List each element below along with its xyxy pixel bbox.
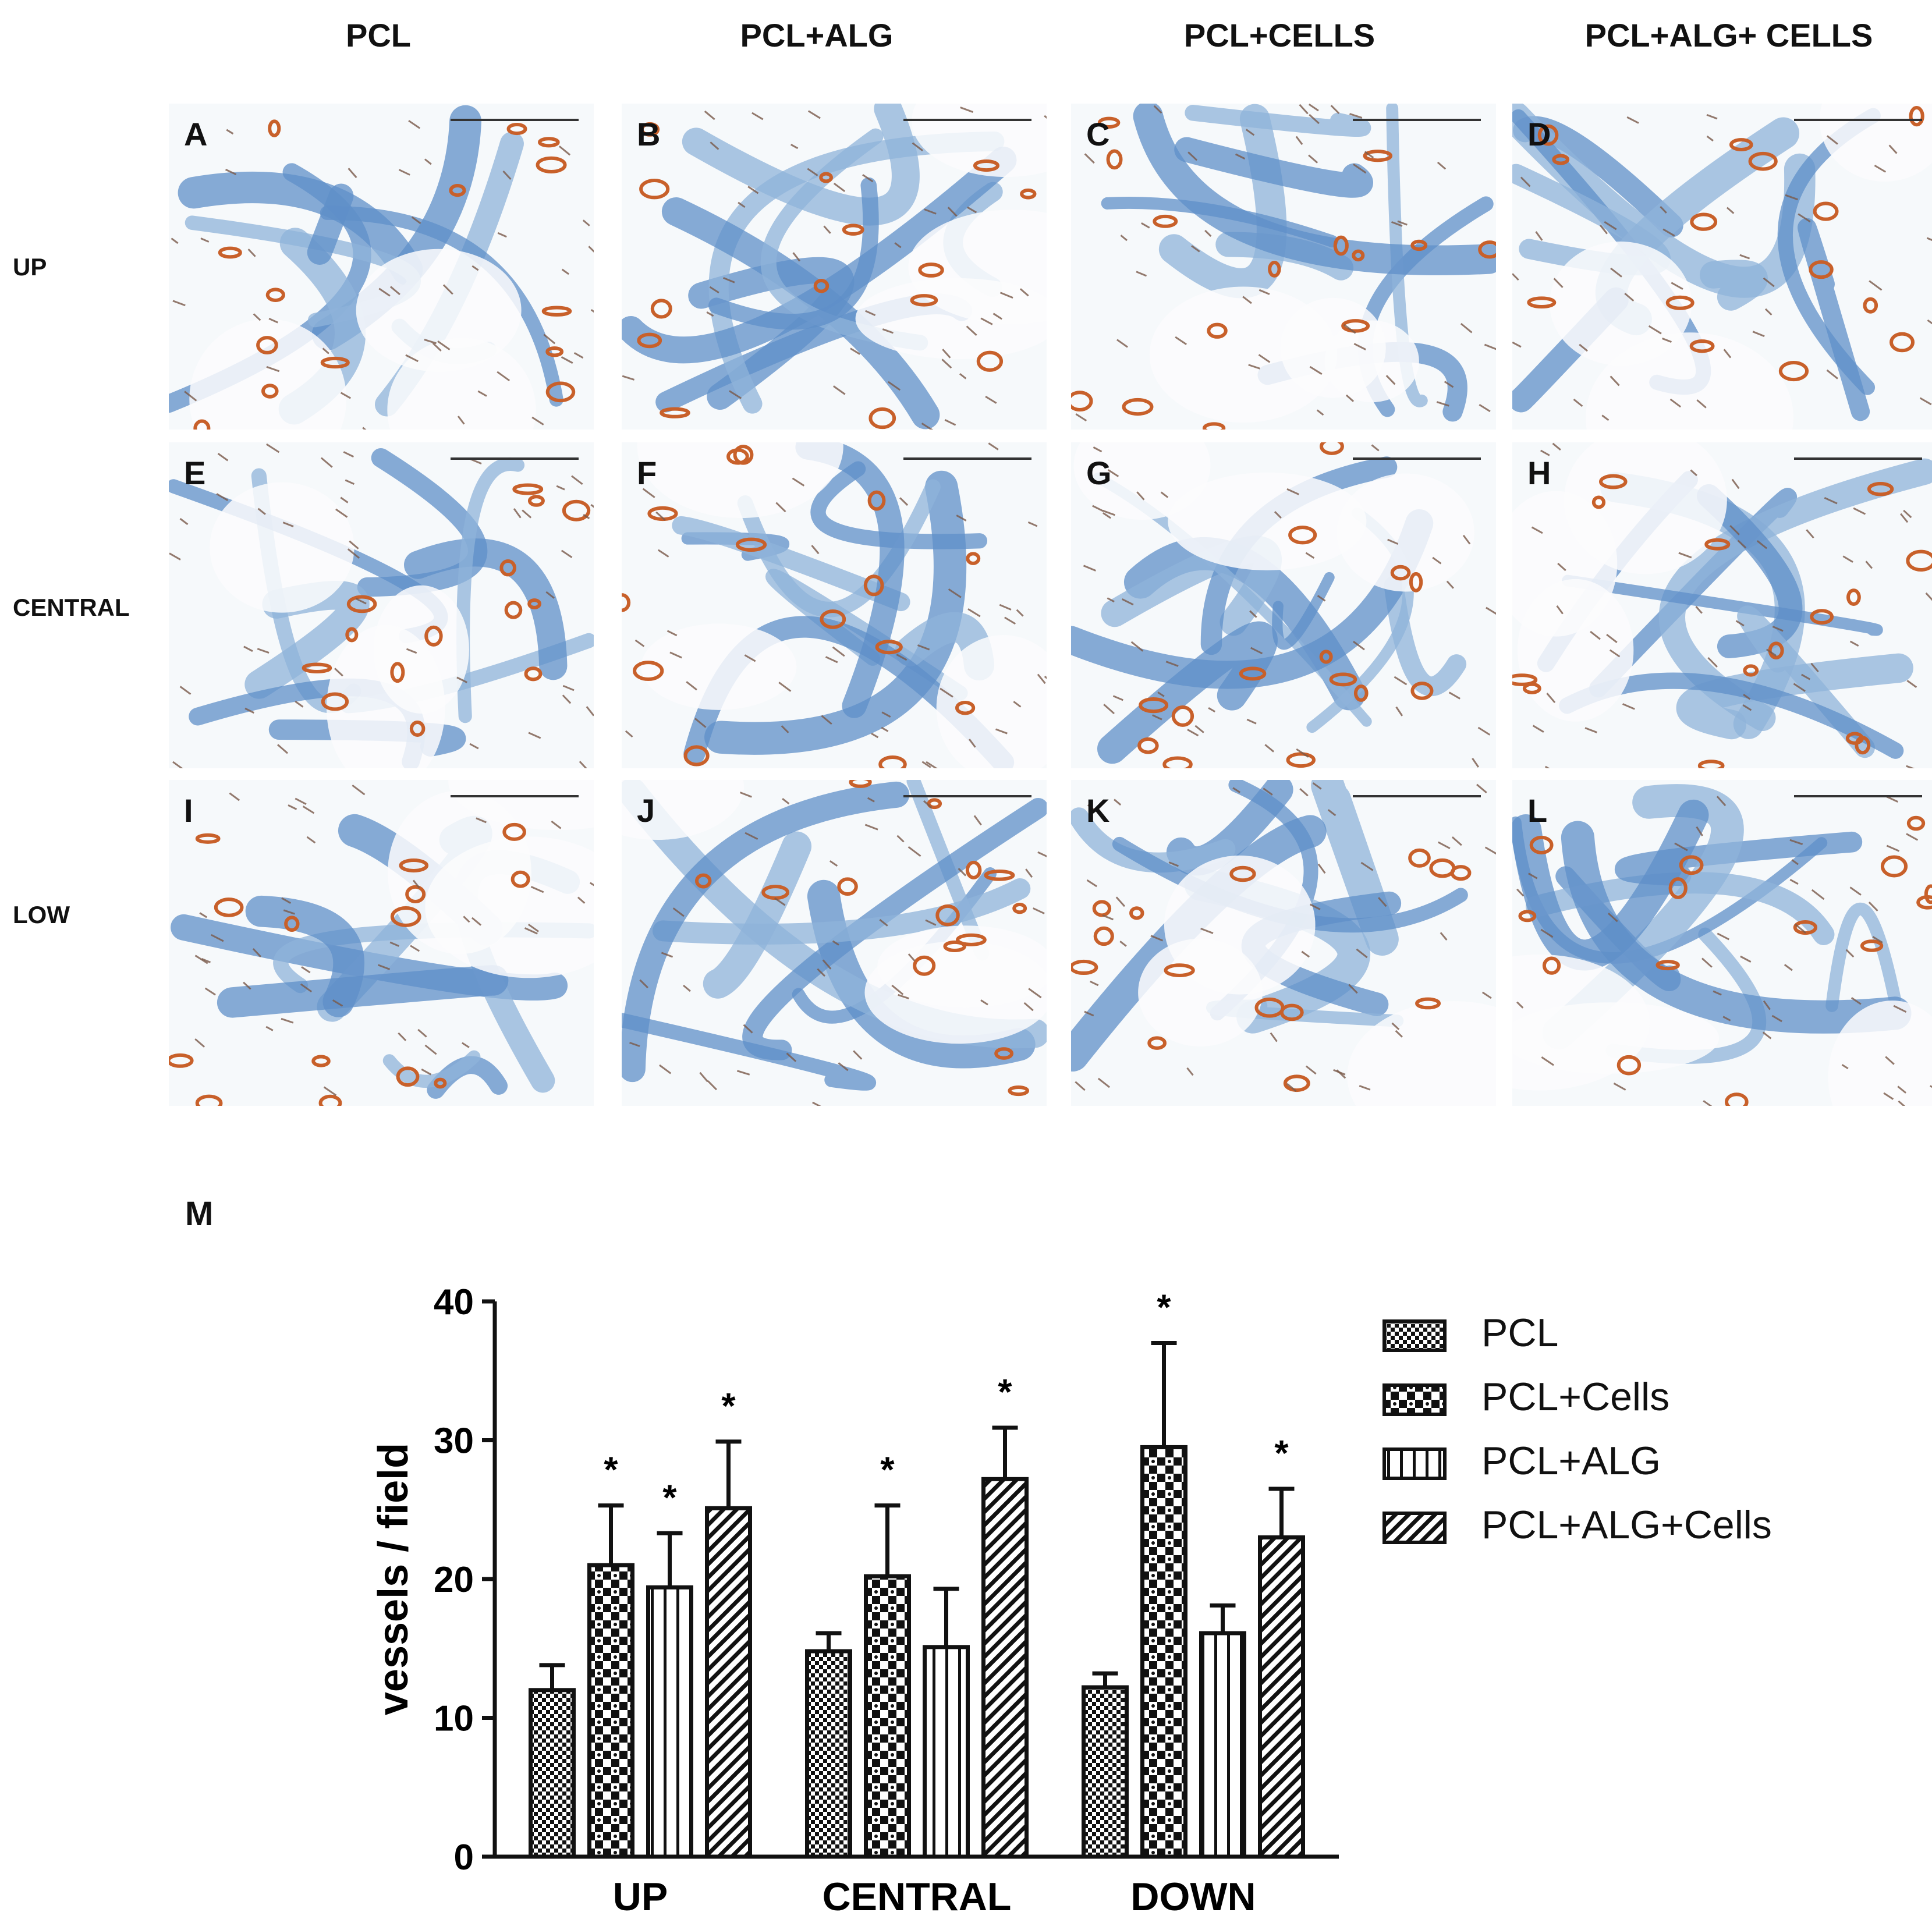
column-header-pcl-alg-cells: PCL+ALG+ CELLS [1584,17,1873,54]
column-header-pcl: PCL [346,17,411,54]
significance-marker: * [880,1450,895,1491]
bar-pcl-up [529,1688,576,1859]
panel-letter-l: L [1527,792,1548,829]
panel-letter-d: D [1527,116,1551,152]
histology-image [622,442,1047,768]
micrograph-panel-h: H [1512,442,1932,768]
micrograph-panel-g: G [1071,442,1496,768]
panel-letter-h: H [1527,455,1551,491]
histology-image [622,104,1047,430]
y-tick-label: 40 [434,1282,474,1322]
scale-bar [451,119,579,121]
bar-pcl-alg-cells-central [981,1477,1029,1859]
y-axis-title: vessels / field [370,1443,417,1715]
legend-label-pcl-cells: PCL+Cells [1481,1375,1670,1419]
significance-marker: * [721,1386,736,1427]
column-header-pcl-cells: PCL+CELLS [1183,17,1376,54]
scale-bar [1353,795,1481,797]
scale-bar [903,119,1031,121]
histology-image [1512,780,1932,1106]
bar-pcl-alg-cells-down [1258,1535,1305,1859]
histology-image [169,104,594,430]
panel-letter-j: J [637,792,655,829]
histology-image [1512,104,1932,430]
micrograph-panel-i: I [169,780,594,1106]
legend-label-pcl-alg-cells: PCL+ALG+Cells [1481,1503,1772,1547]
row-header-up: UP [13,253,47,281]
micrograph-panel-b: B [622,104,1047,430]
significance-marker: * [998,1372,1012,1413]
panel-letter-c: C [1086,116,1110,152]
bar-pcl-central [805,1649,852,1859]
x-tick-label-down: DOWN [1130,1875,1256,1919]
bar-pcl-cells-central [864,1574,911,1859]
bar-pcl-cells-down [1140,1445,1187,1859]
bar-chart: 0 10 20 30 40 vessels / field * * * UP * * CENTRAL * *… [370,1282,1339,1919]
micrograph-panel-f: F [622,442,1047,768]
bar-pcl-cells-up [587,1563,634,1859]
row-header-low: LOW [13,901,70,928]
panel-letter-k: K [1086,792,1110,829]
panel-letter-f: F [637,455,657,491]
y-tick-label: 30 [434,1421,474,1461]
panel-letter-b: B [637,116,661,152]
micrograph-panel-l: L [1512,780,1932,1106]
histology-image [1071,104,1496,430]
scale-bar [1794,795,1922,797]
micrograph-panel-a: A [169,104,594,430]
histology-image [169,442,594,768]
scale-bar [903,795,1031,797]
row-header-central: CENTRAL [13,594,130,621]
legend-swatch-pcl [1382,1319,1447,1352]
significance-marker: * [604,1450,618,1491]
legend-label-pcl: PCL [1481,1311,1559,1355]
legend-swatch-pcl-alg [1382,1448,1447,1480]
legend-swatch-pcl-cells [1382,1383,1447,1416]
x-tick-label-central: CENTRAL [823,1875,1012,1919]
panel-letter-i: I [184,792,193,829]
legend-swatch-pcl-alg-cells [1382,1512,1447,1544]
panel-letter-g: G [1086,455,1112,491]
scale-bar [1353,119,1481,121]
scale-bar [903,457,1031,460]
legend-label-pcl-alg: PCL+ALG [1481,1439,1661,1483]
bar-pcl-alg-down [1199,1631,1246,1859]
significance-marker: * [1274,1434,1289,1474]
panel-letter-e: E [184,455,206,491]
scale-bar [1794,457,1922,460]
micrograph-panel-d: D [1512,104,1932,430]
bar-pcl-down [1082,1685,1129,1859]
significance-marker: * [662,1478,677,1518]
y-tick-label: 20 [434,1560,474,1600]
x-tick-label-up: UP [613,1875,668,1919]
histology-image [1071,780,1496,1106]
histology-image [622,780,1047,1106]
scale-bar [1794,119,1922,121]
micrograph-panel-k: K [1071,780,1496,1106]
scale-bar [451,457,579,460]
scale-bar [451,795,579,797]
column-header-pcl-alg: PCL+ALG [740,17,894,54]
histology-image [1071,442,1496,768]
micrograph-panel-j: J [622,780,1047,1106]
histology-image [1512,442,1932,768]
significance-marker: * [1157,1288,1171,1328]
bar-pcl-alg-cells-up [705,1506,752,1859]
bar-pcl-alg-up [646,1585,693,1859]
scale-bar [1353,457,1481,460]
micrograph-panel-e: E [169,442,594,768]
y-tick-label: 10 [434,1699,474,1739]
bar-pcl-alg-central [923,1645,970,1859]
panel-letter-a: A [184,116,208,152]
histology-image [169,780,594,1106]
micrograph-panel-c: C [1071,104,1496,430]
y-tick-label: 0 [454,1837,474,1878]
figure-label-m: M [185,1195,214,1233]
